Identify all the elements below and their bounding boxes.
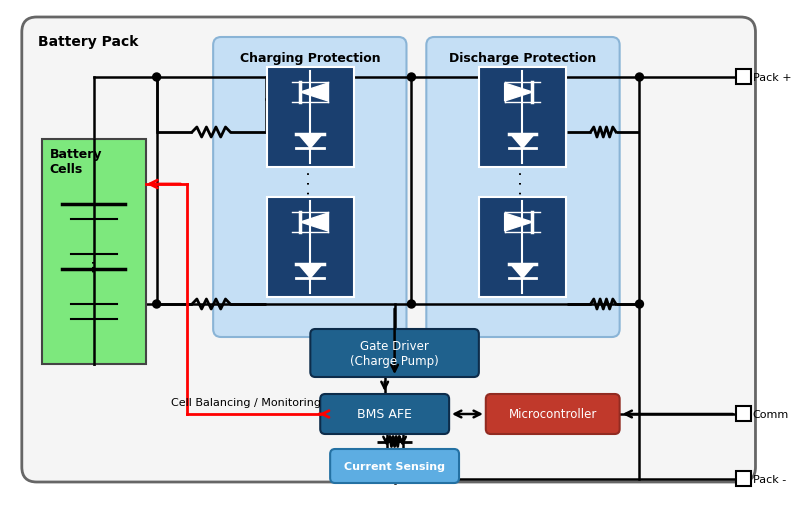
- Text: Pack +: Pack +: [753, 73, 791, 83]
- Text: Microcontroller: Microcontroller: [509, 408, 597, 421]
- Polygon shape: [505, 84, 533, 102]
- Text: Battery
Cells: Battery Cells: [50, 147, 102, 176]
- Text: · · ·: · · ·: [303, 171, 318, 195]
- Text: · · ·: · · ·: [515, 171, 530, 195]
- Polygon shape: [301, 214, 328, 231]
- Polygon shape: [510, 135, 534, 148]
- Text: Discharge Protection: Discharge Protection: [450, 52, 597, 65]
- Text: BMS AFE: BMS AFE: [358, 408, 412, 421]
- Bar: [736, 406, 750, 421]
- Circle shape: [635, 300, 643, 309]
- FancyBboxPatch shape: [310, 329, 479, 377]
- Polygon shape: [301, 84, 328, 102]
- FancyBboxPatch shape: [213, 38, 406, 337]
- Circle shape: [153, 300, 161, 309]
- Circle shape: [153, 74, 161, 82]
- Bar: [42, 140, 146, 364]
- Polygon shape: [510, 265, 534, 278]
- Text: Comm: Comm: [753, 409, 789, 419]
- Circle shape: [407, 74, 415, 82]
- Bar: [479, 197, 566, 297]
- Text: Battery Pack: Battery Pack: [38, 35, 138, 49]
- Text: Charging Protection: Charging Protection: [239, 52, 380, 65]
- Bar: [266, 197, 354, 297]
- Text: Gate Driver
(Charge Pump): Gate Driver (Charge Pump): [350, 339, 439, 367]
- Text: Cell Balancing / Monitoring: Cell Balancing / Monitoring: [170, 397, 321, 407]
- Circle shape: [635, 74, 643, 82]
- Bar: [479, 68, 566, 168]
- Bar: [266, 68, 354, 168]
- Bar: [736, 471, 750, 486]
- Text: ···: ···: [86, 257, 101, 271]
- Polygon shape: [298, 135, 322, 148]
- Bar: [736, 70, 750, 85]
- Text: Current Sensing: Current Sensing: [344, 461, 445, 471]
- Text: Pack -: Pack -: [753, 474, 786, 484]
- Polygon shape: [505, 214, 533, 231]
- FancyBboxPatch shape: [22, 18, 755, 482]
- Polygon shape: [298, 265, 322, 278]
- FancyBboxPatch shape: [486, 394, 620, 434]
- Circle shape: [407, 300, 415, 309]
- FancyBboxPatch shape: [330, 449, 459, 483]
- FancyBboxPatch shape: [320, 394, 449, 434]
- FancyBboxPatch shape: [426, 38, 620, 337]
